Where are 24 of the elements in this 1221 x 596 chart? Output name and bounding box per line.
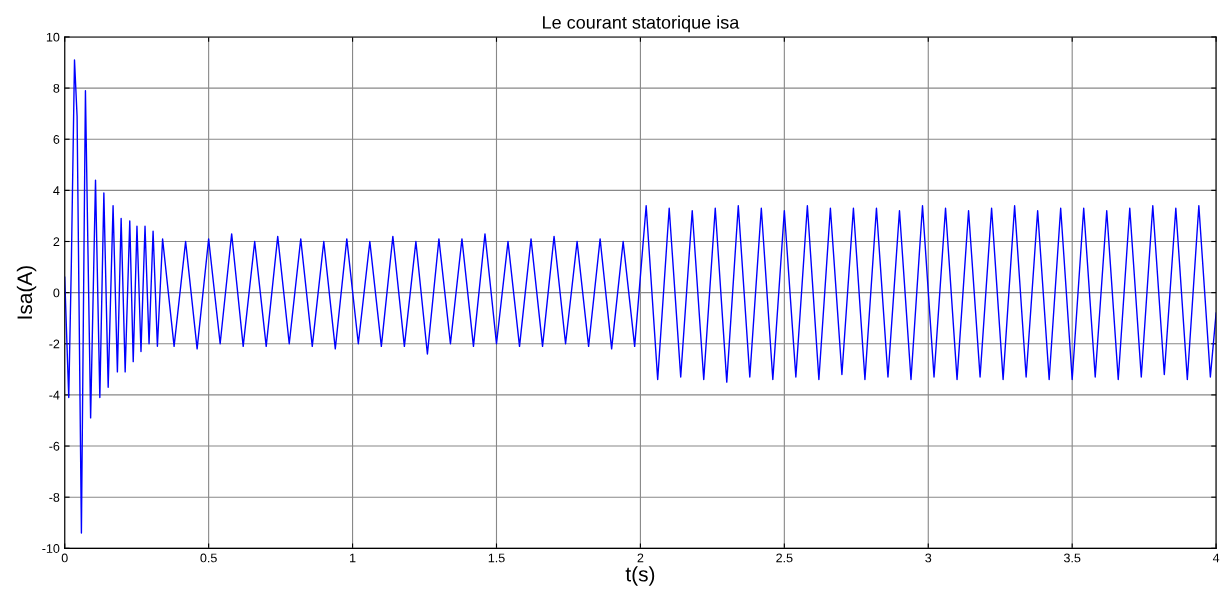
y-tick-label: -2 — [49, 339, 60, 349]
x-tick-label: 2.5 — [776, 553, 793, 563]
y-axis-title: Isa(A) — [16, 266, 37, 319]
y-tick-label: -4 — [49, 390, 60, 400]
x-tick-label: 2 — [637, 553, 644, 563]
x-tick-label: 3 — [925, 553, 932, 563]
line-series — [64, 59, 1217, 534]
y-tick-label: -6 — [49, 441, 60, 451]
x-tick-label: 0 — [61, 553, 68, 563]
x-tick-label: 1 — [350, 553, 356, 563]
y-tick-label: -8 — [49, 492, 60, 502]
chart-title: Le courant statorique isa — [543, 15, 740, 33]
x-axis-title: t(s) — [625, 566, 655, 586]
x-tick-label: 0.5 — [200, 553, 217, 563]
x-tick-label: 3.5 — [1063, 553, 1081, 563]
y-tick-label: 2 — [53, 237, 60, 247]
x-tick-label: 1.5 — [488, 553, 505, 563]
y-tick-label: 8 — [53, 83, 60, 93]
y-tick-label: 10 — [46, 32, 60, 42]
y-tick-label: -10 — [42, 544, 60, 553]
y-tick-label: 0 — [53, 288, 60, 298]
y-tick-label: 6 — [53, 135, 60, 144]
y-tick-label: 4 — [53, 186, 60, 195]
x-tick-label: 4 — [1212, 553, 1220, 563]
